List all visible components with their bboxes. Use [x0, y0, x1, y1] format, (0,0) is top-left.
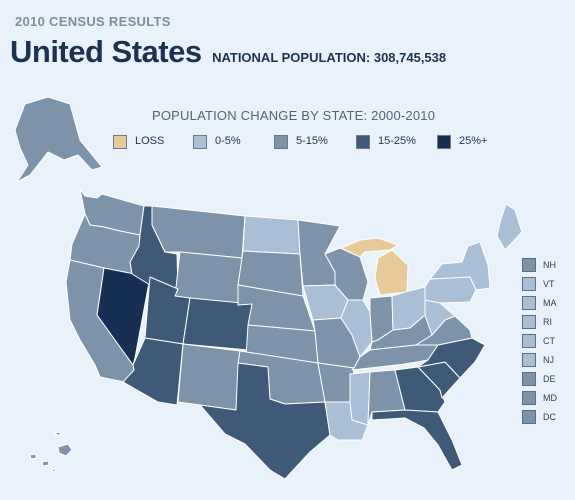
small-state-swatch [522, 258, 536, 272]
page-title: United States [10, 34, 202, 69]
kicker: 2010 CENSUS RESULTS [15, 14, 171, 29]
small-state-label: DE [543, 374, 556, 384]
state-nd[interactable] [242, 215, 301, 255]
legend-swatch-loss [113, 135, 127, 149]
state-ak[interactable] [14, 96, 103, 183]
small-state-swatch [522, 353, 536, 367]
legend-label-15-25: 15-25% [378, 135, 416, 147]
state-hi[interactable] [29, 431, 73, 473]
small-state-swatch [522, 391, 536, 405]
state-tx[interactable] [199, 362, 331, 480]
legend-swatch-15-25 [356, 135, 370, 149]
small-state-label: MA [543, 298, 557, 308]
small-state-label: NJ [543, 355, 554, 365]
state-mt[interactable] [151, 205, 246, 259]
state-co[interactable] [182, 297, 253, 351]
legend-swatch-5-15 [274, 135, 288, 149]
state-ny[interactable] [429, 241, 491, 291]
small-state-swatch [522, 410, 536, 424]
small-state-label: VT [543, 279, 555, 289]
headline: United States NATIONAL POPULATION: 308,7… [10, 34, 446, 70]
small-state-label: NH [543, 260, 556, 270]
small-state-swatch [522, 315, 536, 329]
small-state-label: CT [543, 336, 555, 346]
legend-label-25-plus: 25%+ [459, 135, 488, 147]
legend-swatch-0-5 [193, 135, 207, 149]
national-population: NATIONAL POPULATION: 308,745,538 [212, 50, 447, 65]
small-state-label: DC [543, 412, 556, 422]
legend-label-0-5: 0-5% [215, 135, 241, 147]
state-nm[interactable] [177, 343, 241, 411]
legend-label-loss: LOSS [135, 135, 165, 147]
state-ms[interactable] [349, 371, 371, 426]
legend-title: POPULATION CHANGE BY STATE: 2000-2010 [152, 108, 436, 123]
legend-label-5-15: 5-15% [296, 135, 328, 147]
state-pa[interactable] [424, 276, 477, 304]
state-il[interactable] [340, 299, 373, 358]
small-state-label: MD [543, 393, 557, 403]
state-me[interactable] [496, 203, 523, 251]
state-fl[interactable] [371, 409, 463, 471]
small-state-swatch [522, 277, 536, 291]
small-state-swatch [522, 334, 536, 348]
legend-swatch-25-plus [437, 135, 451, 149]
small-state-swatch [522, 372, 536, 386]
small-state-swatch [522, 296, 536, 310]
small-state-label: RI [543, 317, 552, 327]
